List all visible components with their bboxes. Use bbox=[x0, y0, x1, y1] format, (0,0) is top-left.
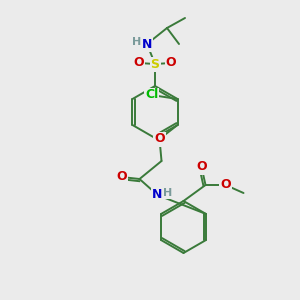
Text: O: O bbox=[166, 56, 176, 70]
Text: N: N bbox=[152, 188, 163, 202]
Text: O: O bbox=[154, 133, 165, 146]
Text: S: S bbox=[151, 58, 160, 70]
Text: O: O bbox=[196, 160, 207, 173]
Text: H: H bbox=[163, 188, 172, 198]
Text: Cl: Cl bbox=[145, 88, 158, 101]
Text: O: O bbox=[116, 170, 127, 184]
Text: O: O bbox=[134, 56, 144, 70]
Text: O: O bbox=[220, 178, 231, 191]
Text: N: N bbox=[142, 38, 152, 50]
Text: H: H bbox=[132, 37, 142, 47]
